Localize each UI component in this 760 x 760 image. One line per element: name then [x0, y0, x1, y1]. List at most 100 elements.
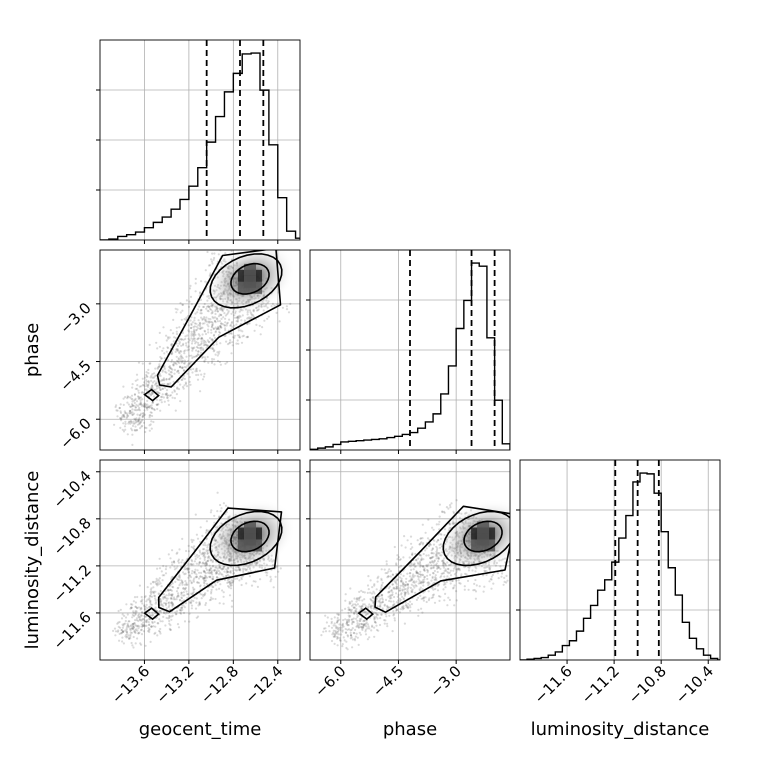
sample-point	[120, 629, 123, 632]
sample-point	[117, 629, 120, 632]
sample-point	[183, 374, 186, 377]
sample-point	[393, 602, 396, 606]
sample-point	[199, 351, 202, 354]
sample-point	[386, 571, 389, 575]
sample-point	[143, 605, 146, 608]
sample-point	[171, 593, 174, 596]
sample-point	[398, 558, 401, 562]
sample-point	[213, 320, 216, 323]
sample-point	[403, 594, 406, 597]
sample-point	[376, 597, 379, 600]
sample-point	[350, 628, 353, 631]
sample-point	[341, 622, 345, 626]
sample-point	[437, 566, 440, 569]
sample-point	[419, 573, 423, 577]
sample-point	[162, 597, 165, 600]
sample-point	[147, 623, 151, 627]
sample-point	[206, 320, 209, 323]
sample-point	[119, 410, 122, 413]
sample-point	[184, 335, 187, 338]
sample-point	[409, 578, 412, 582]
sample-point	[181, 309, 184, 312]
sample-point	[217, 326, 220, 329]
sample-point	[210, 592, 213, 595]
sample-point	[196, 327, 200, 330]
sample-point	[334, 626, 338, 630]
sample-point	[162, 347, 165, 350]
sample-point	[392, 600, 395, 603]
sample-point	[168, 615, 171, 618]
sample-point	[181, 537, 184, 541]
sample-point	[410, 583, 413, 586]
sample-point	[441, 510, 444, 513]
sample-point	[130, 394, 134, 397]
sample-point	[408, 580, 411, 583]
sample-point	[121, 415, 124, 419]
sample-point	[384, 612, 387, 616]
sample-point	[391, 583, 394, 586]
sample-point	[163, 352, 166, 355]
sample-point	[133, 422, 136, 425]
sample-point	[356, 615, 359, 619]
sample-point	[391, 573, 394, 576]
sample-point	[226, 581, 229, 585]
sample-point	[230, 352, 233, 355]
sample-point	[351, 622, 354, 626]
sample-point	[179, 338, 182, 341]
sample-point	[434, 576, 437, 579]
sample-point	[152, 590, 156, 593]
sample-point	[149, 376, 152, 379]
sample-point	[210, 588, 213, 592]
sample-point	[120, 628, 123, 632]
sample-point	[139, 396, 143, 399]
sample-point	[149, 423, 152, 426]
sample-point	[253, 329, 256, 332]
sample-point	[156, 367, 159, 370]
sample-point	[172, 363, 175, 366]
sample-point	[168, 616, 171, 619]
sample-point	[417, 575, 420, 579]
sample-point	[203, 579, 206, 582]
sample-point	[147, 630, 150, 633]
sample-point	[173, 598, 177, 601]
sample-point	[156, 391, 160, 394]
sample-point	[403, 583, 406, 586]
sample-point	[204, 575, 207, 578]
sample-point	[398, 576, 402, 579]
sample-point	[420, 581, 423, 584]
sample-point	[350, 604, 354, 607]
sample-point	[187, 341, 190, 344]
sample-point	[414, 565, 417, 568]
sample-point	[346, 648, 349, 651]
sample-point	[451, 579, 454, 582]
sample-point	[214, 597, 217, 601]
sample-point	[154, 599, 157, 602]
sample-point	[358, 631, 361, 634]
sample-point	[206, 571, 210, 574]
sample-point	[145, 600, 148, 603]
sample-point	[136, 595, 139, 599]
sample-point	[136, 606, 139, 609]
sample-point	[157, 583, 160, 586]
sample-point	[187, 550, 190, 553]
sample-point	[342, 619, 345, 622]
sample-point	[401, 589, 404, 592]
sample-point	[163, 611, 166, 615]
sample-point	[391, 630, 394, 633]
sample-point	[126, 397, 129, 400]
sample-point	[158, 386, 161, 390]
sample-point	[357, 626, 360, 629]
sample-point	[346, 628, 349, 631]
sample-point	[136, 378, 139, 381]
sample-point	[141, 398, 144, 401]
sample-point	[201, 337, 204, 341]
sample-point	[179, 612, 183, 615]
sample-point	[435, 557, 438, 560]
sample-point	[426, 571, 429, 574]
sample-point	[422, 599, 425, 602]
sample-point	[396, 599, 400, 602]
sample-point	[226, 321, 229, 324]
sample-point	[223, 324, 227, 327]
sample-point	[219, 326, 223, 329]
sample-point	[369, 605, 372, 609]
